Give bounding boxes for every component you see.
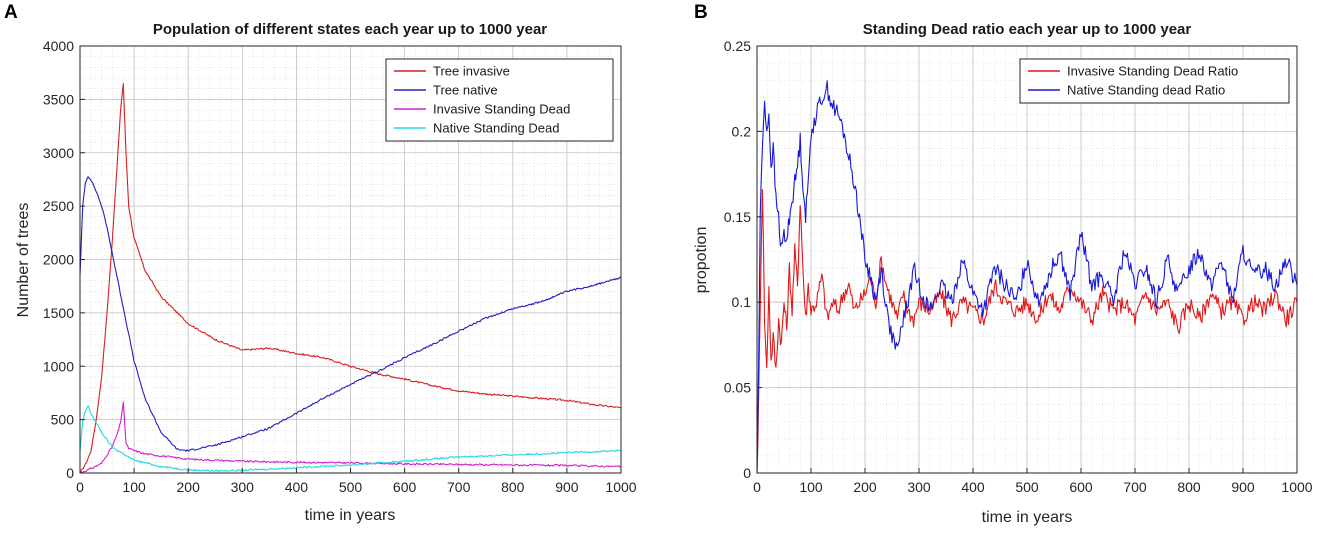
series-layer-a [79,83,622,474]
x-tick-label: 400 [961,479,985,495]
legend-entry-label: Native Standing dead Ratio [1067,83,1225,98]
legend-entry-label: Tree invasive [433,64,510,79]
x-axis-label-b: time in years [982,509,1073,526]
x-tick-label: 900 [555,479,579,495]
panel-letter-a: A [4,2,18,23]
chart-title-a: Population of different states each year… [153,21,547,38]
legend-entry-label: Invasive Standing Dead Ratio [1067,64,1238,79]
ticks-b: 0 100 200 300 400 500 600 700 800 900 1000 0 0.05 0.1… [724,38,1313,495]
panel-a: A Population of different states each ye… [4,2,637,524]
x-tick-label: 200 [853,479,877,495]
legend-entry-label: Invasive Standing Dead [433,102,570,117]
legend-entry-label: Tree native [433,83,498,98]
series-line-native-standing-dead [79,405,622,473]
x-tick-label: 200 [177,479,201,495]
series-line-tree-native [79,176,622,452]
y-tick-label: 3500 [43,91,74,107]
series-line-tree-invasive [79,83,622,474]
x-tick-label: 900 [1231,479,1255,495]
legend-entry-label: Native Standing Dead [433,121,559,136]
chart-title-b: Standing Dead ratio each year up to 1000… [863,21,1192,38]
x-tick-label: 800 [501,479,525,495]
x-tick-label: 700 [1123,479,1147,495]
panel-b: B Standing Dead ratio each year up to 10… [693,2,1313,526]
y-tick-label: 0.1 [732,294,752,310]
x-tick-label: 300 [231,479,255,495]
x-tick-label: 600 [393,479,417,495]
y-tick-label: 0 [743,465,751,481]
legend-b: Invasive Standing Dead Ratio Native Stand… [1019,58,1290,104]
x-tick-label: 100 [799,479,823,495]
y-tick-label: 4000 [43,38,74,54]
y-tick-label: 1000 [43,358,74,374]
x-tick-label: 0 [76,479,84,495]
ticks-a: 0 100 200 300 400 500 600 700 800 900 1000 0 500 1000… [43,38,637,495]
x-tick-label: 500 [339,479,363,495]
y-tick-label: 0 [66,465,74,481]
x-tick-label: 0 [753,479,761,495]
x-tick-label: 1000 [1281,479,1312,495]
x-tick-label: 100 [122,479,146,495]
x-tick-label: 400 [285,479,309,495]
x-tick-label: 1000 [605,479,636,495]
x-tick-label: 800 [1177,479,1201,495]
x-tick-label: 700 [447,479,471,495]
series-line-native-standing-dead-ratio [756,80,1298,474]
series-line-invasive-standing-dead [79,401,622,474]
y-tick-label: 1500 [43,305,74,321]
x-axis-label-a: time in years [305,507,396,524]
legend-a: Tree invasive Tree native Invasive Standin… [385,58,614,142]
legend-box [1019,58,1290,104]
y-axis-label-a: Number of trees [15,203,32,318]
y-tick-label: 500 [51,412,75,428]
y-tick-label: 2500 [43,198,74,214]
panel-letter-b: B [694,2,708,23]
y-axis-label-b: propotion [693,227,710,294]
x-tick-label: 600 [1069,479,1093,495]
y-tick-label: 2000 [43,252,74,268]
y-tick-label: 0.15 [724,209,751,225]
y-tick-label: 0.25 [724,38,751,54]
x-tick-label: 300 [907,479,931,495]
y-tick-label: 3000 [43,145,74,161]
series-layer-b [756,80,1298,474]
series-line-invasive-standing-dead-ratio [756,188,1298,474]
y-tick-label: 0.2 [732,123,752,139]
y-tick-label: 0.05 [724,380,751,396]
x-tick-label: 500 [1015,479,1039,495]
